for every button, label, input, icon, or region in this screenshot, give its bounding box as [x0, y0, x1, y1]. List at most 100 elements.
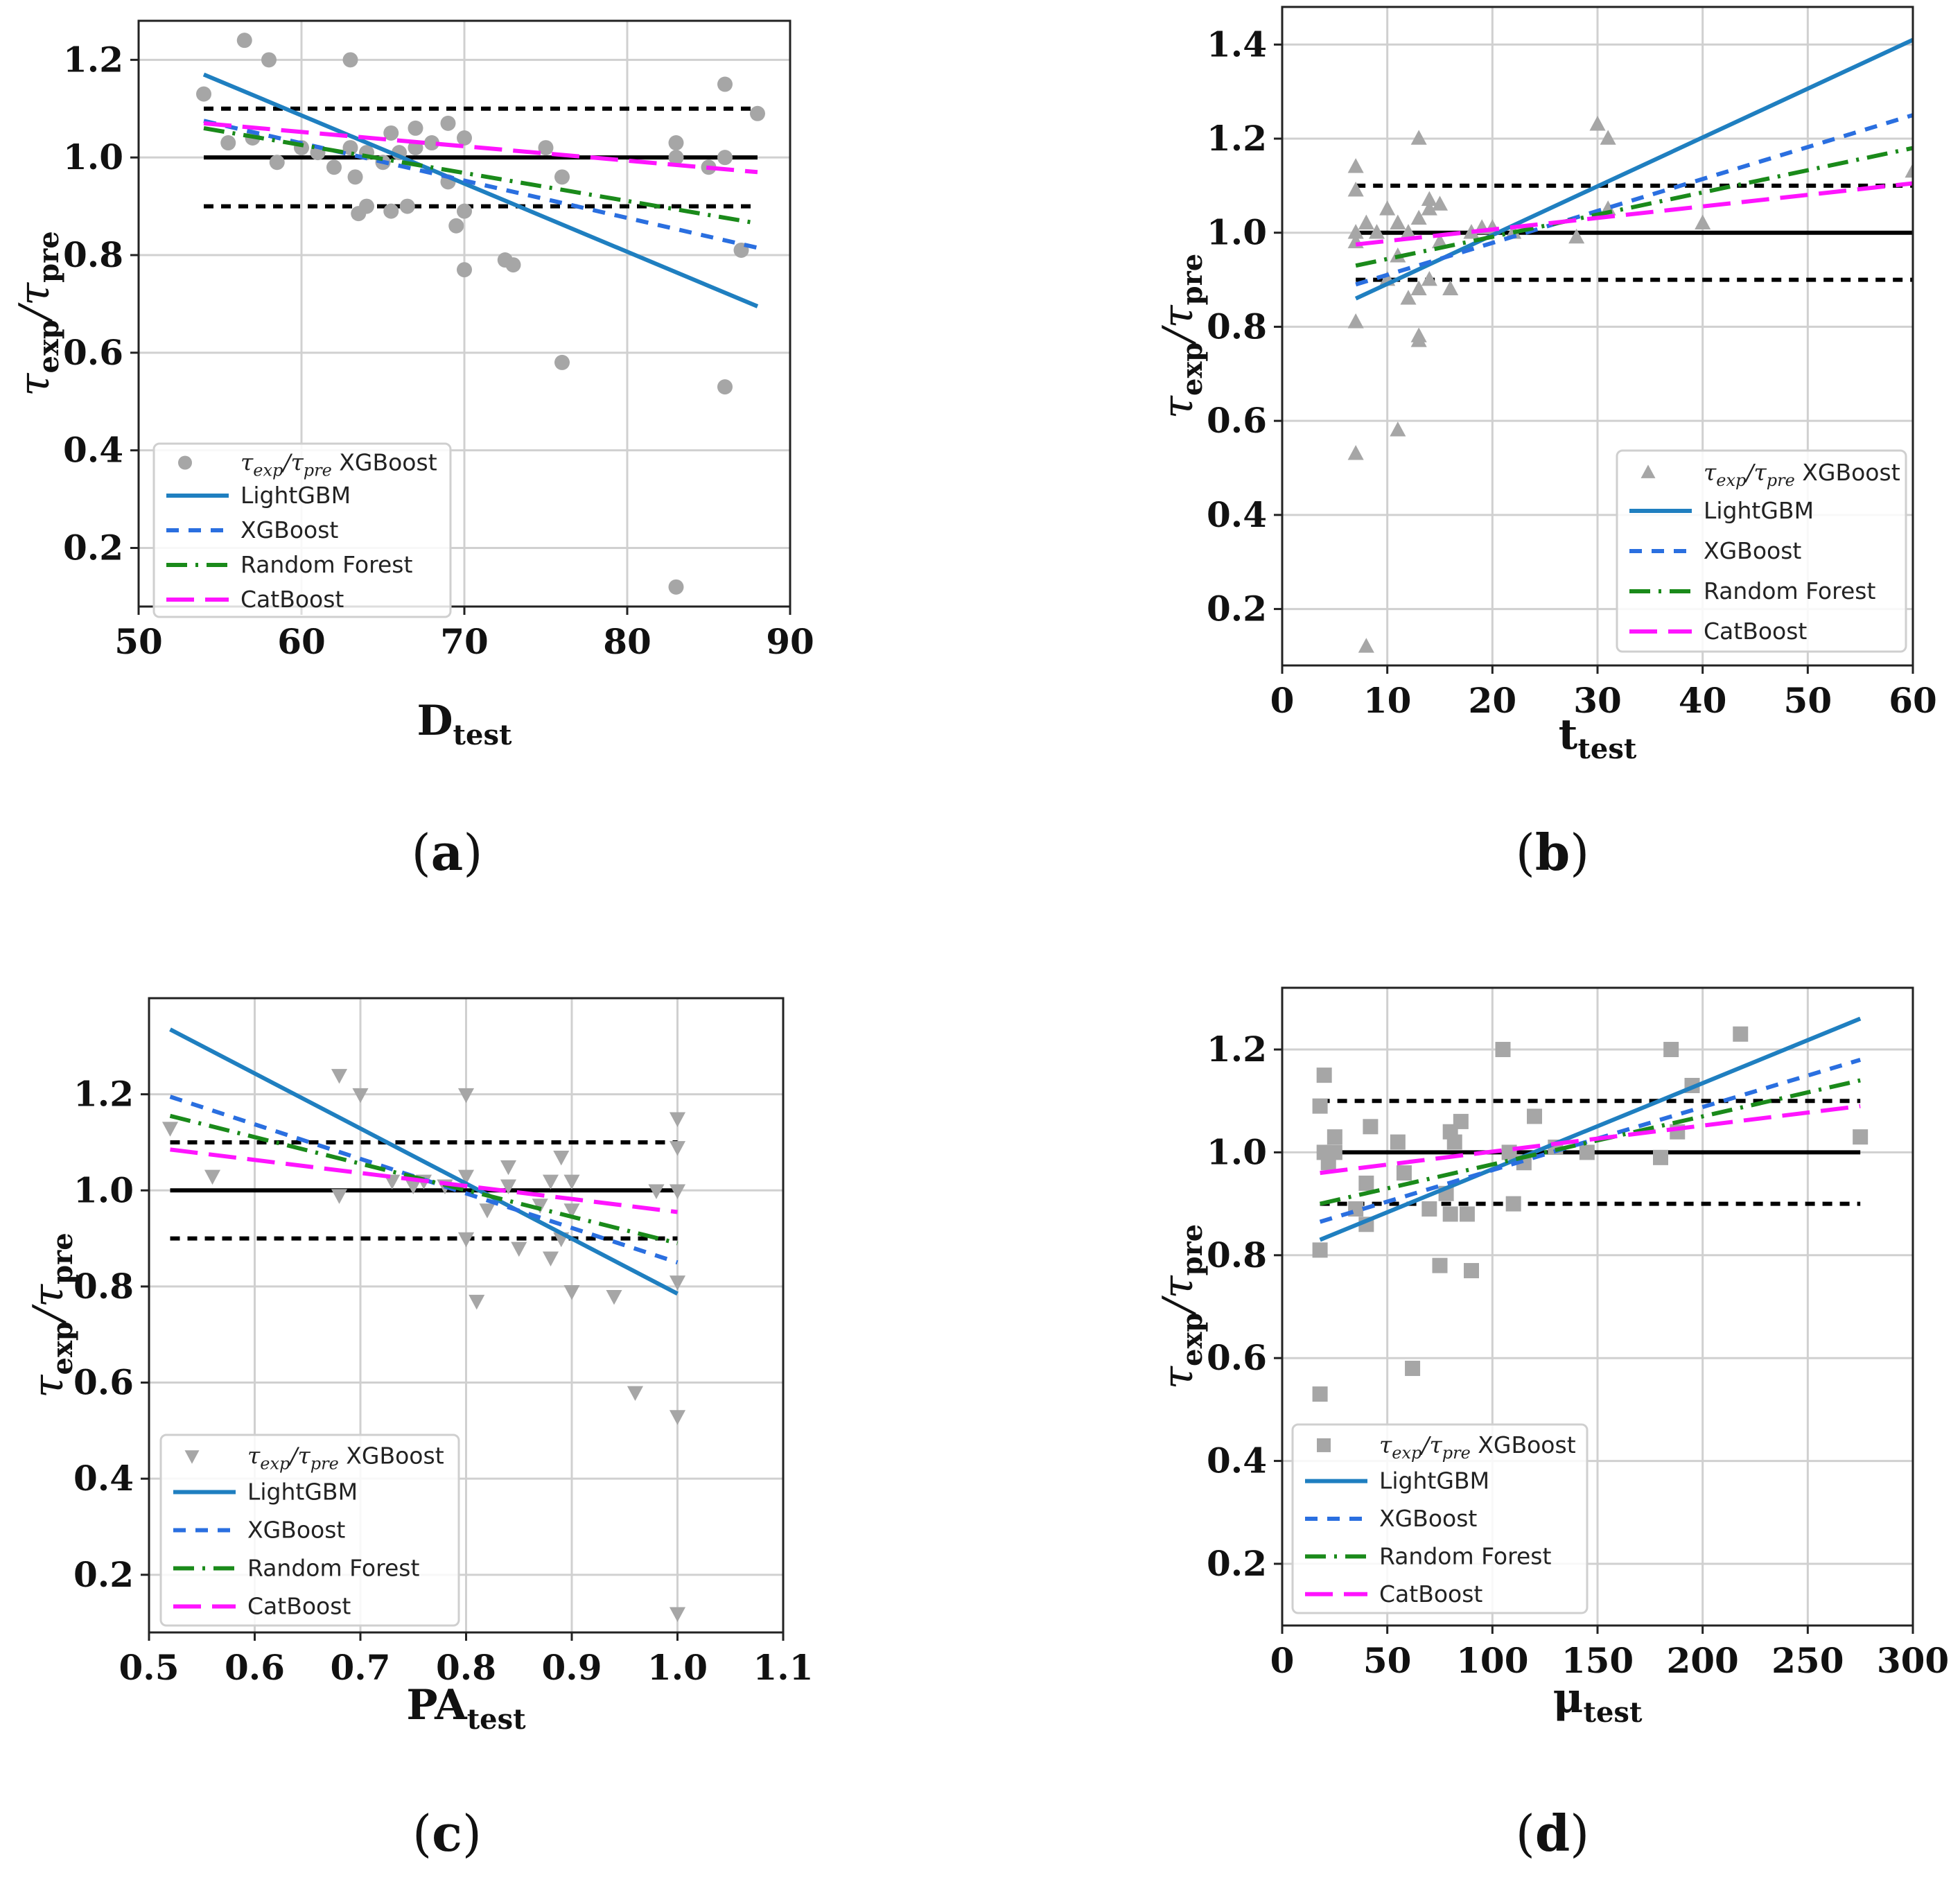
scatter-point-c-10	[457, 1169, 475, 1185]
scatter-point-d-3	[1316, 1068, 1332, 1083]
legend-catboost-label-d: CatBoost	[1379, 1580, 1482, 1607]
scatter-point-c-13	[479, 1203, 496, 1219]
scatter-point-b-21	[1421, 191, 1437, 207]
scatter-point-c-20	[553, 1150, 570, 1166]
scatter-point-d-23	[1464, 1263, 1479, 1279]
chart-a: 50 60 70 80 90 0.2 0.4 0.6 0.8 1.0 1.2 Dtest τexp/τp…	[10, 19, 814, 882]
scatter-point-b-20	[1410, 332, 1427, 347]
scatter-point-a-36	[668, 579, 684, 595]
legend-box-c	[159, 1434, 460, 1627]
x-tick-label-b-6: 60	[1889, 680, 1937, 721]
y-tick-label-c-5: 1.2	[73, 1074, 134, 1115]
scatter-point-b-7	[1358, 638, 1374, 653]
legend-random-forest-label-c: Random Forest	[247, 1555, 419, 1582]
legend-scatter-marker-b	[1640, 464, 1656, 478]
scatter-point-c-26	[627, 1386, 644, 1402]
lightgbm-line-a	[202, 72, 759, 308]
scatter-point-a-4	[261, 52, 277, 68]
x-tick-label-a-2: 70	[440, 621, 489, 662]
x-tick-label-b-1: 10	[1363, 680, 1412, 721]
x-tick-label-b-2: 20	[1469, 680, 1517, 721]
scatter-point-c-19	[542, 1251, 559, 1266]
panel-label-d: (d)	[1516, 1804, 1590, 1863]
scatter-point-d-0	[1312, 1098, 1328, 1114]
scatter-point-a-33	[554, 354, 570, 370]
scatter-point-b-36	[1905, 162, 1913, 178]
x-tick-label-a-1: 60	[277, 621, 326, 662]
scatter-point-b-2	[1347, 224, 1364, 239]
scatter-point-d-28	[1527, 1108, 1542, 1124]
scatter-point-c-12	[469, 1294, 485, 1310]
scatter-point-c-16	[511, 1241, 527, 1257]
scatter-point-a-24	[440, 115, 456, 131]
y-tick-label-d-4: 1.0	[1207, 1131, 1267, 1172]
legend-catboost-label-c: CatBoost	[247, 1593, 351, 1620]
scatter-point-c-30	[669, 1184, 686, 1199]
legend-lightgbm-label-d: LightGBM	[1379, 1467, 1489, 1494]
legend-catboost-label-a: CatBoost	[240, 586, 344, 613]
y-tick-label-d-2: 0.6	[1207, 1337, 1267, 1378]
legend-random-forest-label-a: Random Forest	[240, 551, 412, 578]
y-axis-label-a: τexp/τpre	[10, 231, 65, 396]
x-tick-label-d-3: 150	[1561, 1640, 1634, 1681]
legend-scatter-label-c: τexp/τpre XGBoost	[247, 1442, 444, 1473]
panel-label-a: (a)	[412, 823, 483, 882]
legend-lightgbm-label-a: LightGBM	[240, 482, 351, 509]
scatter-point-b-9	[1379, 200, 1396, 216]
scatter-point-c-0	[161, 1122, 179, 1137]
scatter-point-b-11	[1390, 214, 1406, 229]
x-tick-label-d-5: 250	[1771, 1640, 1844, 1681]
random-forest-line-b	[1355, 146, 1913, 268]
x-tick-label-c-0: 0.5	[119, 1647, 180, 1688]
y-tick-label-a-0: 0.2	[63, 528, 123, 568]
scatter-point-c-3	[331, 1189, 348, 1204]
scatter-point-d-32	[1663, 1042, 1679, 1058]
panel-label-c: (c)	[412, 1804, 482, 1863]
scatter-point-a-27	[457, 203, 472, 219]
scatter-point-c-33	[669, 1607, 686, 1622]
scatter-point-d-2	[1312, 1386, 1328, 1402]
scatter-point-c-28	[669, 1112, 686, 1127]
scatter-point-b-24	[1431, 195, 1449, 211]
legend-xgboost-label-d: XGBoost	[1379, 1505, 1477, 1532]
scatter-point-d-15	[1421, 1201, 1437, 1217]
x-tick-label-a-0: 50	[114, 621, 163, 662]
y-tick-label-a-3: 0.8	[63, 234, 123, 275]
scatter-point-c-18	[542, 1174, 559, 1190]
scatter-point-a-10	[342, 140, 358, 156]
scatter-point-c-29	[669, 1141, 686, 1156]
scatter-point-c-23	[563, 1203, 580, 1219]
scatter-point-a-35	[668, 150, 684, 166]
y-tick-label-a-2: 0.6	[63, 332, 123, 373]
chart-d: 0 50 100 150 200 250 300 0.2 0.4 0.6 0.8 1.0 1.2 μtes…	[1154, 986, 1949, 1863]
scatter-point-a-30	[505, 257, 521, 273]
scatter-point-a-40	[717, 379, 733, 395]
y-tick-label-b-2: 0.6	[1207, 400, 1267, 441]
chart-b: 0 10 20 30 40 50 60 0.2 0.4 0.6 0.8 1.0 1.2 1.4 ttest τ…	[1154, 6, 1937, 882]
scatter-point-d-11	[1363, 1119, 1379, 1135]
scatter-point-c-17	[532, 1199, 548, 1214]
x-tick-label-a-4: 90	[766, 621, 814, 662]
plot-area-c	[161, 1027, 686, 1622]
scatter-point-d-20	[1446, 1134, 1462, 1150]
x-tick-label-d-2: 100	[1456, 1640, 1528, 1681]
scatter-point-c-6	[405, 1179, 421, 1194]
scatter-point-b-0	[1347, 158, 1364, 173]
legend-scatter-marker-a	[178, 455, 192, 470]
scatter-point-a-9	[342, 52, 358, 68]
y-tick-label-b-5: 1.2	[1207, 118, 1267, 159]
x-tick-label-c-5: 1.0	[647, 1647, 708, 1688]
y-tick-label-a-1: 0.4	[63, 430, 123, 471]
scatter-point-b-26	[1442, 280, 1459, 295]
random-forest-line-a	[203, 125, 758, 226]
scatter-point-c-11	[457, 1232, 475, 1248]
scatter-point-d-36	[1853, 1129, 1869, 1145]
y-axis-label-c: τexp/τpre	[24, 1232, 79, 1397]
scatter-point-b-27	[1463, 224, 1480, 239]
scatter-point-d-35	[1733, 1026, 1749, 1042]
x-tick-label-c-1: 0.6	[225, 1647, 285, 1688]
x-tick-label-b-3: 30	[1573, 680, 1622, 721]
scatter-point-b-14	[1400, 224, 1417, 239]
scatter-point-a-2	[236, 33, 252, 49]
